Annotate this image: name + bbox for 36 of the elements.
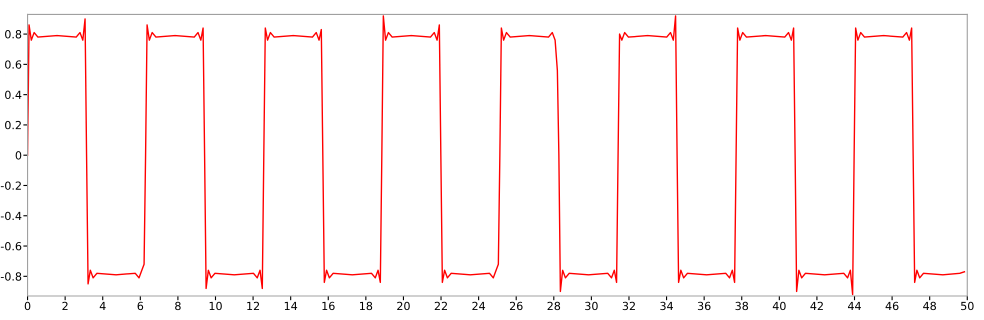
y-tick-label: 0.2 [5,120,21,130]
x-tick-label: 18 [360,302,372,310]
x-tick-label: 16 [322,302,335,310]
y-tick-label: 0.8 [5,30,22,38]
x-tick-label: 34 [660,302,674,310]
x-tick-label: 22 [434,302,447,310]
x-tick-label: 42 [810,302,823,310]
x-tick-label: 26 [510,302,523,310]
x-tick-label: 6 [138,302,144,310]
x-tick-label: 36 [698,302,711,310]
x-tick-label: 50 [961,302,974,310]
x-tick-label: 10 [210,302,222,310]
x-tick-label: 14 [284,302,298,310]
y-tick-label: -0.6 [0,242,22,250]
x-tick-label: 8 [175,302,181,310]
x-tick-label: 32 [622,302,635,310]
line-series [28,15,966,296]
y-tick-label: -0.2 [0,181,21,190]
x-tick-label: 44 [848,302,861,310]
x-tick-label: 20 [397,302,410,310]
x-tick-label: 0 [24,302,30,310]
x-tick-label: 38 [736,302,748,310]
y-tick-label: -0.4 [0,212,22,220]
x-tick-label: 12 [247,302,260,310]
x-tick-label: 40 [772,302,786,310]
x-tick-label: 30 [585,302,598,310]
x-tick-label: 28 [548,302,560,310]
x-tick-label: 48 [923,302,936,310]
x-tick-label: 46 [886,302,898,310]
x-tick-label: 4 [100,302,106,310]
y-tick-label: 0.4 [5,90,22,100]
y-tick-label: -0.8 [0,272,22,281]
y-tick-label: 0.6 [5,60,22,69]
x-tick-label: 24 [472,302,486,310]
y-tick-label: 0 [16,151,22,160]
x-tick-label: 2 [62,302,68,310]
